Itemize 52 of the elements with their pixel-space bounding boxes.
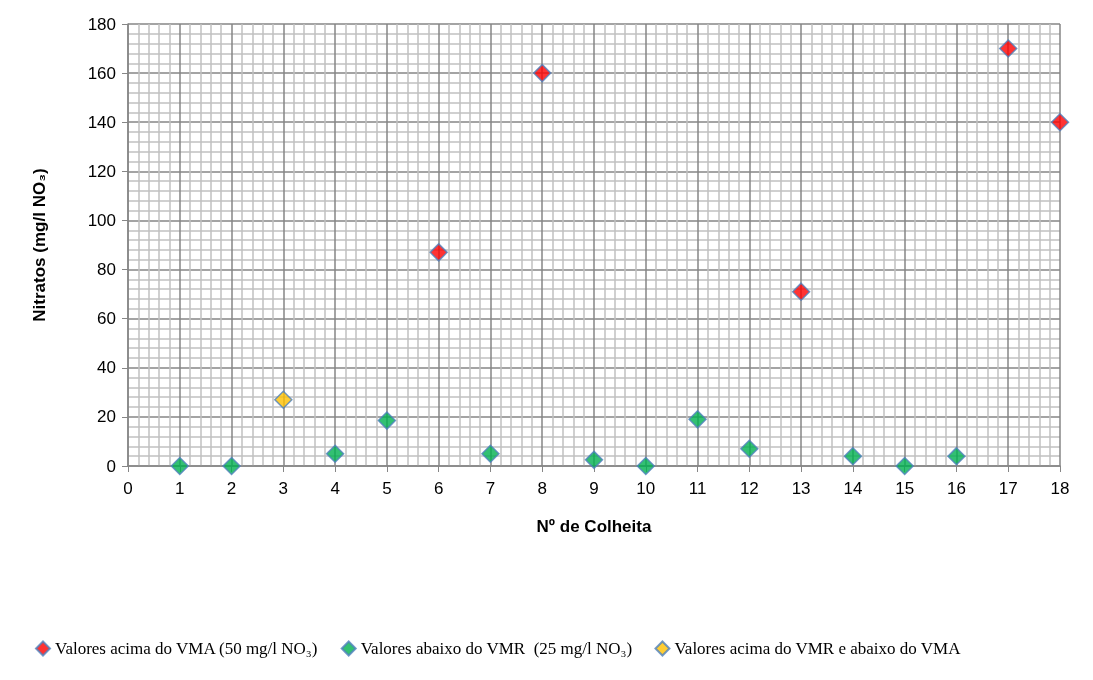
- point: [532, 63, 552, 83]
- point: [274, 390, 293, 409]
- x-axis-title: Nº de Colheita: [536, 517, 652, 536]
- x-tick-label: 6: [433, 479, 444, 498]
- legend-label: Valores abaixo do VMR (25 mg/l NO₃): [360, 639, 633, 658]
- x-tick-label: 3: [278, 479, 289, 498]
- y-tick-label: 0: [106, 456, 116, 476]
- y-tick-label: 180: [87, 14, 116, 34]
- point: [170, 456, 190, 476]
- x-tick-label: 10: [636, 479, 656, 498]
- x-tick-label: 2: [226, 479, 237, 498]
- x-tick-label: 9: [589, 479, 599, 498]
- point: [584, 450, 604, 470]
- point: [843, 446, 863, 466]
- x-tick-label: 15: [895, 479, 915, 498]
- x-tick-label: 18: [1050, 479, 1070, 498]
- point: [222, 456, 241, 476]
- point: [429, 243, 448, 262]
- y-tick-label: 20: [97, 407, 116, 427]
- x-tick-label: 4: [330, 479, 340, 498]
- x-tick-label: 16: [946, 479, 966, 498]
- y-tick-label: 40: [97, 358, 116, 378]
- y-tick-label: 80: [97, 260, 116, 280]
- legend-label: Valores acima do VMR e abaixo do VMA: [674, 639, 962, 658]
- x-tick-label: 14: [843, 479, 863, 498]
- x-tick-label: 8: [537, 479, 547, 498]
- point: [1050, 112, 1070, 132]
- legend-label: Valores acima do VMA (50 mg/l NO₃): [55, 639, 318, 658]
- x-tick-label: 0: [123, 479, 133, 498]
- y-axis-title: Nitratos (mg/l NO₃): [30, 168, 49, 322]
- x-tick-label: 1: [175, 479, 185, 498]
- x-tick-label: 11: [688, 479, 707, 498]
- point: [740, 439, 759, 459]
- x-tick-label: 13: [791, 479, 811, 498]
- x-tick-label: 17: [998, 479, 1018, 498]
- point: [688, 410, 707, 429]
- point: [377, 411, 397, 430]
- y-tick-label: 100: [87, 210, 116, 230]
- x-tick-label: 12: [739, 479, 759, 498]
- y-tick-label: 120: [87, 161, 116, 181]
- y-tick-label: 60: [97, 309, 116, 329]
- point: [636, 456, 656, 476]
- point: [325, 444, 345, 463]
- y-tick-label: 140: [87, 112, 116, 132]
- x-tick-label: 7: [485, 479, 496, 498]
- point: [998, 39, 1018, 58]
- x-tick-label: 5: [382, 479, 392, 498]
- point: [791, 282, 811, 301]
- point: [947, 446, 966, 466]
- point: [481, 444, 500, 463]
- point: [895, 456, 914, 476]
- y-tick-label: 160: [87, 63, 116, 83]
